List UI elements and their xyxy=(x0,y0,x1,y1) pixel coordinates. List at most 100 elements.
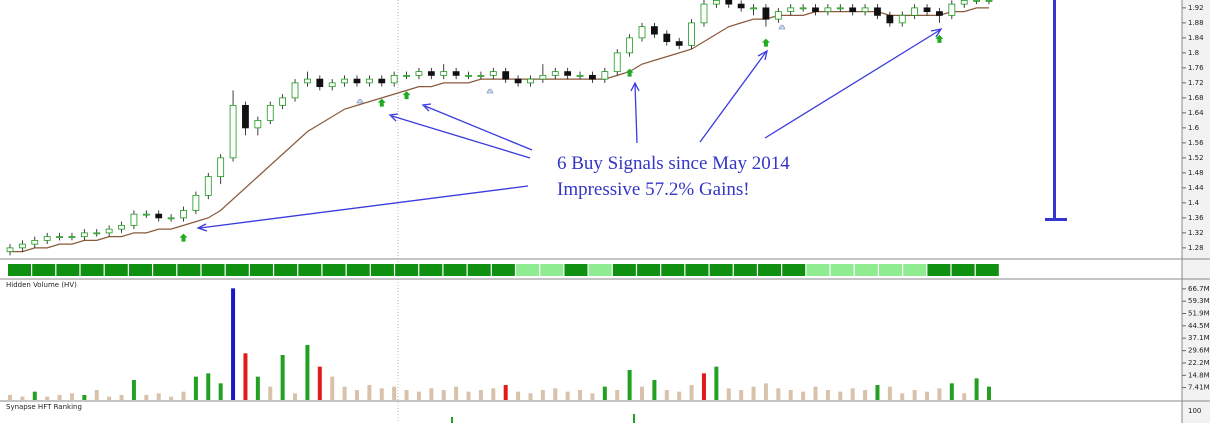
volume-bar xyxy=(701,373,706,400)
candle-body xyxy=(589,74,596,80)
volume-bar xyxy=(714,366,719,400)
candle-body xyxy=(341,78,348,84)
candle-body xyxy=(279,97,287,106)
candle-body xyxy=(675,41,683,46)
alert-icons xyxy=(356,24,786,104)
candle-body xyxy=(452,71,460,76)
ranking-cell xyxy=(128,264,152,276)
candle-body xyxy=(378,78,386,84)
ranking-cell xyxy=(249,264,273,276)
candle-body xyxy=(762,7,770,20)
volume-bar xyxy=(739,390,744,400)
candle-body xyxy=(861,7,869,13)
ranking-cell xyxy=(927,264,951,276)
volume-bar xyxy=(367,385,372,400)
volume-bar xyxy=(553,388,558,400)
candle-body xyxy=(725,0,733,5)
candle-body xyxy=(923,7,931,13)
annotation: Impressive 57.2% Gains! xyxy=(557,179,750,200)
ranking-cell xyxy=(8,264,31,276)
candle-body xyxy=(353,78,361,84)
volume-bar xyxy=(516,391,521,400)
candle-body xyxy=(266,104,274,121)
ranking-cell xyxy=(709,264,733,276)
volume-bar xyxy=(875,385,880,400)
volume-bar xyxy=(169,396,174,400)
candle-body xyxy=(960,0,968,5)
ranking-cell xyxy=(104,264,128,276)
volume-bar xyxy=(57,395,62,400)
candle-body xyxy=(712,0,720,5)
volume-bar xyxy=(94,390,99,400)
volume-bar xyxy=(69,393,74,400)
volume-bar xyxy=(255,376,260,400)
volume-bar xyxy=(243,353,248,400)
panel-title: Synapse HFT Ranking xyxy=(6,403,82,411)
volume-bar xyxy=(280,355,285,400)
volume-bar xyxy=(825,390,830,400)
candle-body xyxy=(551,71,559,76)
candle-body xyxy=(68,236,76,239)
candle-body xyxy=(489,71,497,76)
volume-bar xyxy=(850,388,855,400)
y-tick-label: 66.7M xyxy=(1188,285,1210,293)
volume-bar xyxy=(565,391,570,400)
volume-bar xyxy=(677,391,682,400)
volume-bar xyxy=(937,388,942,400)
y-tick-label: 1.52 xyxy=(1188,154,1204,162)
candle-body xyxy=(514,78,522,84)
volume-bar xyxy=(193,376,198,400)
volume-bar xyxy=(429,388,434,400)
y-tick-label: 1.68 xyxy=(1188,94,1204,102)
ranking-cell xyxy=(516,264,540,276)
candle-body xyxy=(774,11,782,20)
panel-title: Hidden Volume (HV) xyxy=(6,281,77,289)
y-tick-label: 59.3M xyxy=(1188,297,1210,305)
volume-bar xyxy=(441,390,446,400)
volume-bar xyxy=(379,388,384,400)
volume-bar xyxy=(454,386,459,400)
ranking-cell xyxy=(879,264,903,276)
candle-body xyxy=(229,104,237,159)
volume-bar xyxy=(354,390,359,400)
candle-body xyxy=(403,74,410,77)
volume-bar xyxy=(801,391,806,400)
ranking-cell xyxy=(951,264,975,276)
y-tick-label: 1.64 xyxy=(1188,109,1204,117)
candle-body xyxy=(564,71,572,76)
candle-body xyxy=(291,82,299,99)
candle-body xyxy=(527,78,534,84)
candle-body xyxy=(155,213,163,219)
volume-bar xyxy=(268,386,273,400)
volume-bar xyxy=(664,390,669,400)
buy-signal xyxy=(761,38,770,47)
candle-body xyxy=(105,228,113,234)
volume-bar xyxy=(32,391,37,400)
candle-body xyxy=(477,74,485,77)
y-tick-label: 22.2M xyxy=(1188,359,1210,367)
ranking-cell xyxy=(637,264,661,276)
candle-body xyxy=(663,33,671,43)
candle-body xyxy=(898,14,906,24)
candle-body xyxy=(948,3,956,16)
candle-body xyxy=(750,7,757,10)
volume-bar xyxy=(912,390,917,400)
volume-bar xyxy=(987,386,991,400)
candle-body xyxy=(31,239,39,245)
ranking-cell xyxy=(443,264,467,276)
ranking-cell xyxy=(733,264,757,276)
ranking-cell xyxy=(467,264,491,276)
volume-bar xyxy=(82,395,87,400)
ranking-cell xyxy=(177,264,201,276)
volume-bar xyxy=(590,393,595,400)
candle-body xyxy=(651,26,658,35)
volume-bar xyxy=(342,386,347,400)
volume-panel xyxy=(8,288,991,400)
volume-bar xyxy=(925,391,930,400)
y-tick-label: 44.5M xyxy=(1188,322,1210,330)
volume-bar xyxy=(466,391,471,400)
candle-body xyxy=(812,7,819,13)
candle-body xyxy=(93,232,101,235)
ranking-cell xyxy=(540,264,564,276)
